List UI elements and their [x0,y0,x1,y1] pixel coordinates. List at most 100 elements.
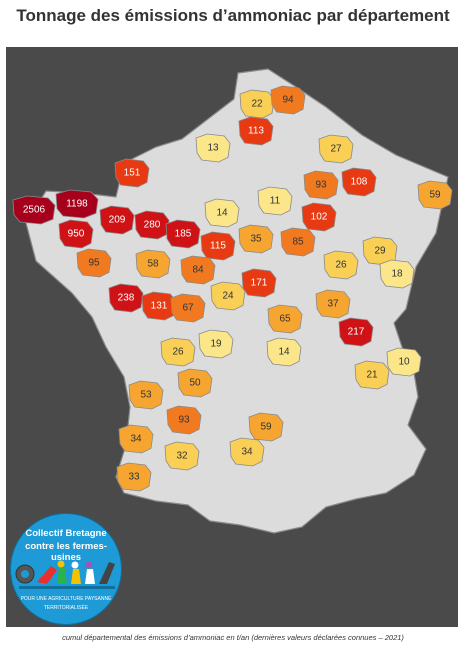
department-value-label: 113 [248,126,264,137]
map-panel: 22 94 113 13 27 151 93 108 59 2506 1198 950 209 280 18… [6,47,458,627]
department-value-label: 26 [172,347,184,358]
department-value-label: 93 [315,180,327,191]
department-value-label: 22 [251,99,263,110]
map-title: Tonnage des émissions d’ammoniac par dép… [16,6,450,25]
department-value-label: 14 [278,347,290,358]
department-value-label: 32 [176,451,188,462]
department-region [248,412,284,442]
logo-line-3: POUR UNE AGRICULTURE PAYSANNE [20,596,112,602]
logo-figures-icon [15,560,115,589]
department-value-label: 94 [282,95,294,106]
department-value-label: 85 [292,237,304,248]
department-value-label: 115 [210,241,226,252]
department-region [198,329,234,359]
department-value-label: 10 [398,357,410,368]
department-value-label: 93 [178,415,190,426]
department-region [12,195,56,225]
department-value-label: 13 [207,143,219,154]
department-region [76,248,112,278]
labels-layer: 22 94 113 13 27 151 93 108 59 2506 1198 950 209 280 18… [23,95,441,483]
department-value-label: 29 [374,246,386,257]
department-region [165,219,201,249]
department-region [58,219,94,249]
department-value-label: 209 [109,215,126,226]
map-caption: cumul départemental des émissions d’ammo… [62,633,404,642]
department-value-label: 14 [216,208,228,219]
department-region [177,368,213,398]
department-value-label: 1198 [66,199,88,210]
department-region [164,441,200,471]
department-value-label: 37 [327,299,339,310]
department-value-label: 238 [118,293,135,304]
department-region [301,202,337,232]
department-region [114,158,150,188]
department-region [266,337,302,367]
department-region [195,133,231,163]
department-value-label: 2506 [23,205,46,216]
department-value-label: 102 [311,212,328,223]
department-value-label: 21 [366,370,378,381]
department-region [239,89,275,119]
department-value-label: 67 [182,303,194,314]
department-region [229,437,265,467]
department-value-label: 35 [250,234,262,245]
department-region [379,259,415,289]
department-value-label: 34 [241,447,253,458]
department-region [55,189,99,219]
department-region [238,116,274,146]
department-value-label: 33 [128,472,140,483]
department-value-label: 34 [130,434,142,445]
logo-line-1: Collectif Bretagne [25,528,107,539]
department-region [108,283,144,313]
department-value-label: 24 [222,291,234,302]
department-value-label: 84 [192,265,204,276]
department-region [386,347,422,377]
department-region [338,317,374,347]
department-value-label: 151 [124,168,141,179]
department-region [180,255,216,285]
departments-layer [12,85,453,492]
department-value-label: 50 [189,378,201,389]
department-value-label: 59 [260,422,272,433]
department-region [341,167,377,197]
department-region [323,250,359,280]
department-region [118,424,154,454]
department-value-label: 95 [88,258,100,269]
department-region [128,380,164,410]
department-region [270,85,306,115]
department-value-label: 19 [210,339,222,350]
department-region [280,227,316,257]
department-value-label: 18 [391,269,403,280]
department-region [303,170,339,200]
choropleth-map: 22 94 113 13 27 151 93 108 59 2506 1198 950 209 280 18… [12,68,453,534]
department-value-label: 26 [335,260,347,271]
department-value-label: 65 [279,314,291,325]
department-value-label: 950 [68,229,85,240]
department-region [99,205,135,235]
department-value-label: 280 [144,220,161,231]
collectif-logo: Collectif Bretagne contre les fermes-usi… [10,513,122,625]
logo-line-2: contre les fermes-usines [25,541,107,563]
department-region [166,405,202,435]
department-region [238,224,274,254]
department-region [200,231,236,261]
department-value-label: 171 [251,278,268,289]
department-value-label: 108 [351,177,368,188]
department-region [315,289,351,319]
department-value-label: 58 [147,259,159,270]
department-region [210,281,246,311]
department-region [135,249,171,279]
department-value-label: 131 [151,301,168,312]
department-region [354,360,390,390]
department-region [318,134,354,164]
department-value-label: 11 [270,196,281,207]
department-value-label: 27 [330,144,342,155]
department-value-label: 53 [140,390,152,401]
department-value-label: 185 [175,229,192,240]
department-region [204,198,240,228]
department-region [170,293,206,323]
department-region [267,304,303,334]
department-region [417,180,453,210]
department-region [257,186,293,216]
department-value-label: 59 [429,190,441,201]
